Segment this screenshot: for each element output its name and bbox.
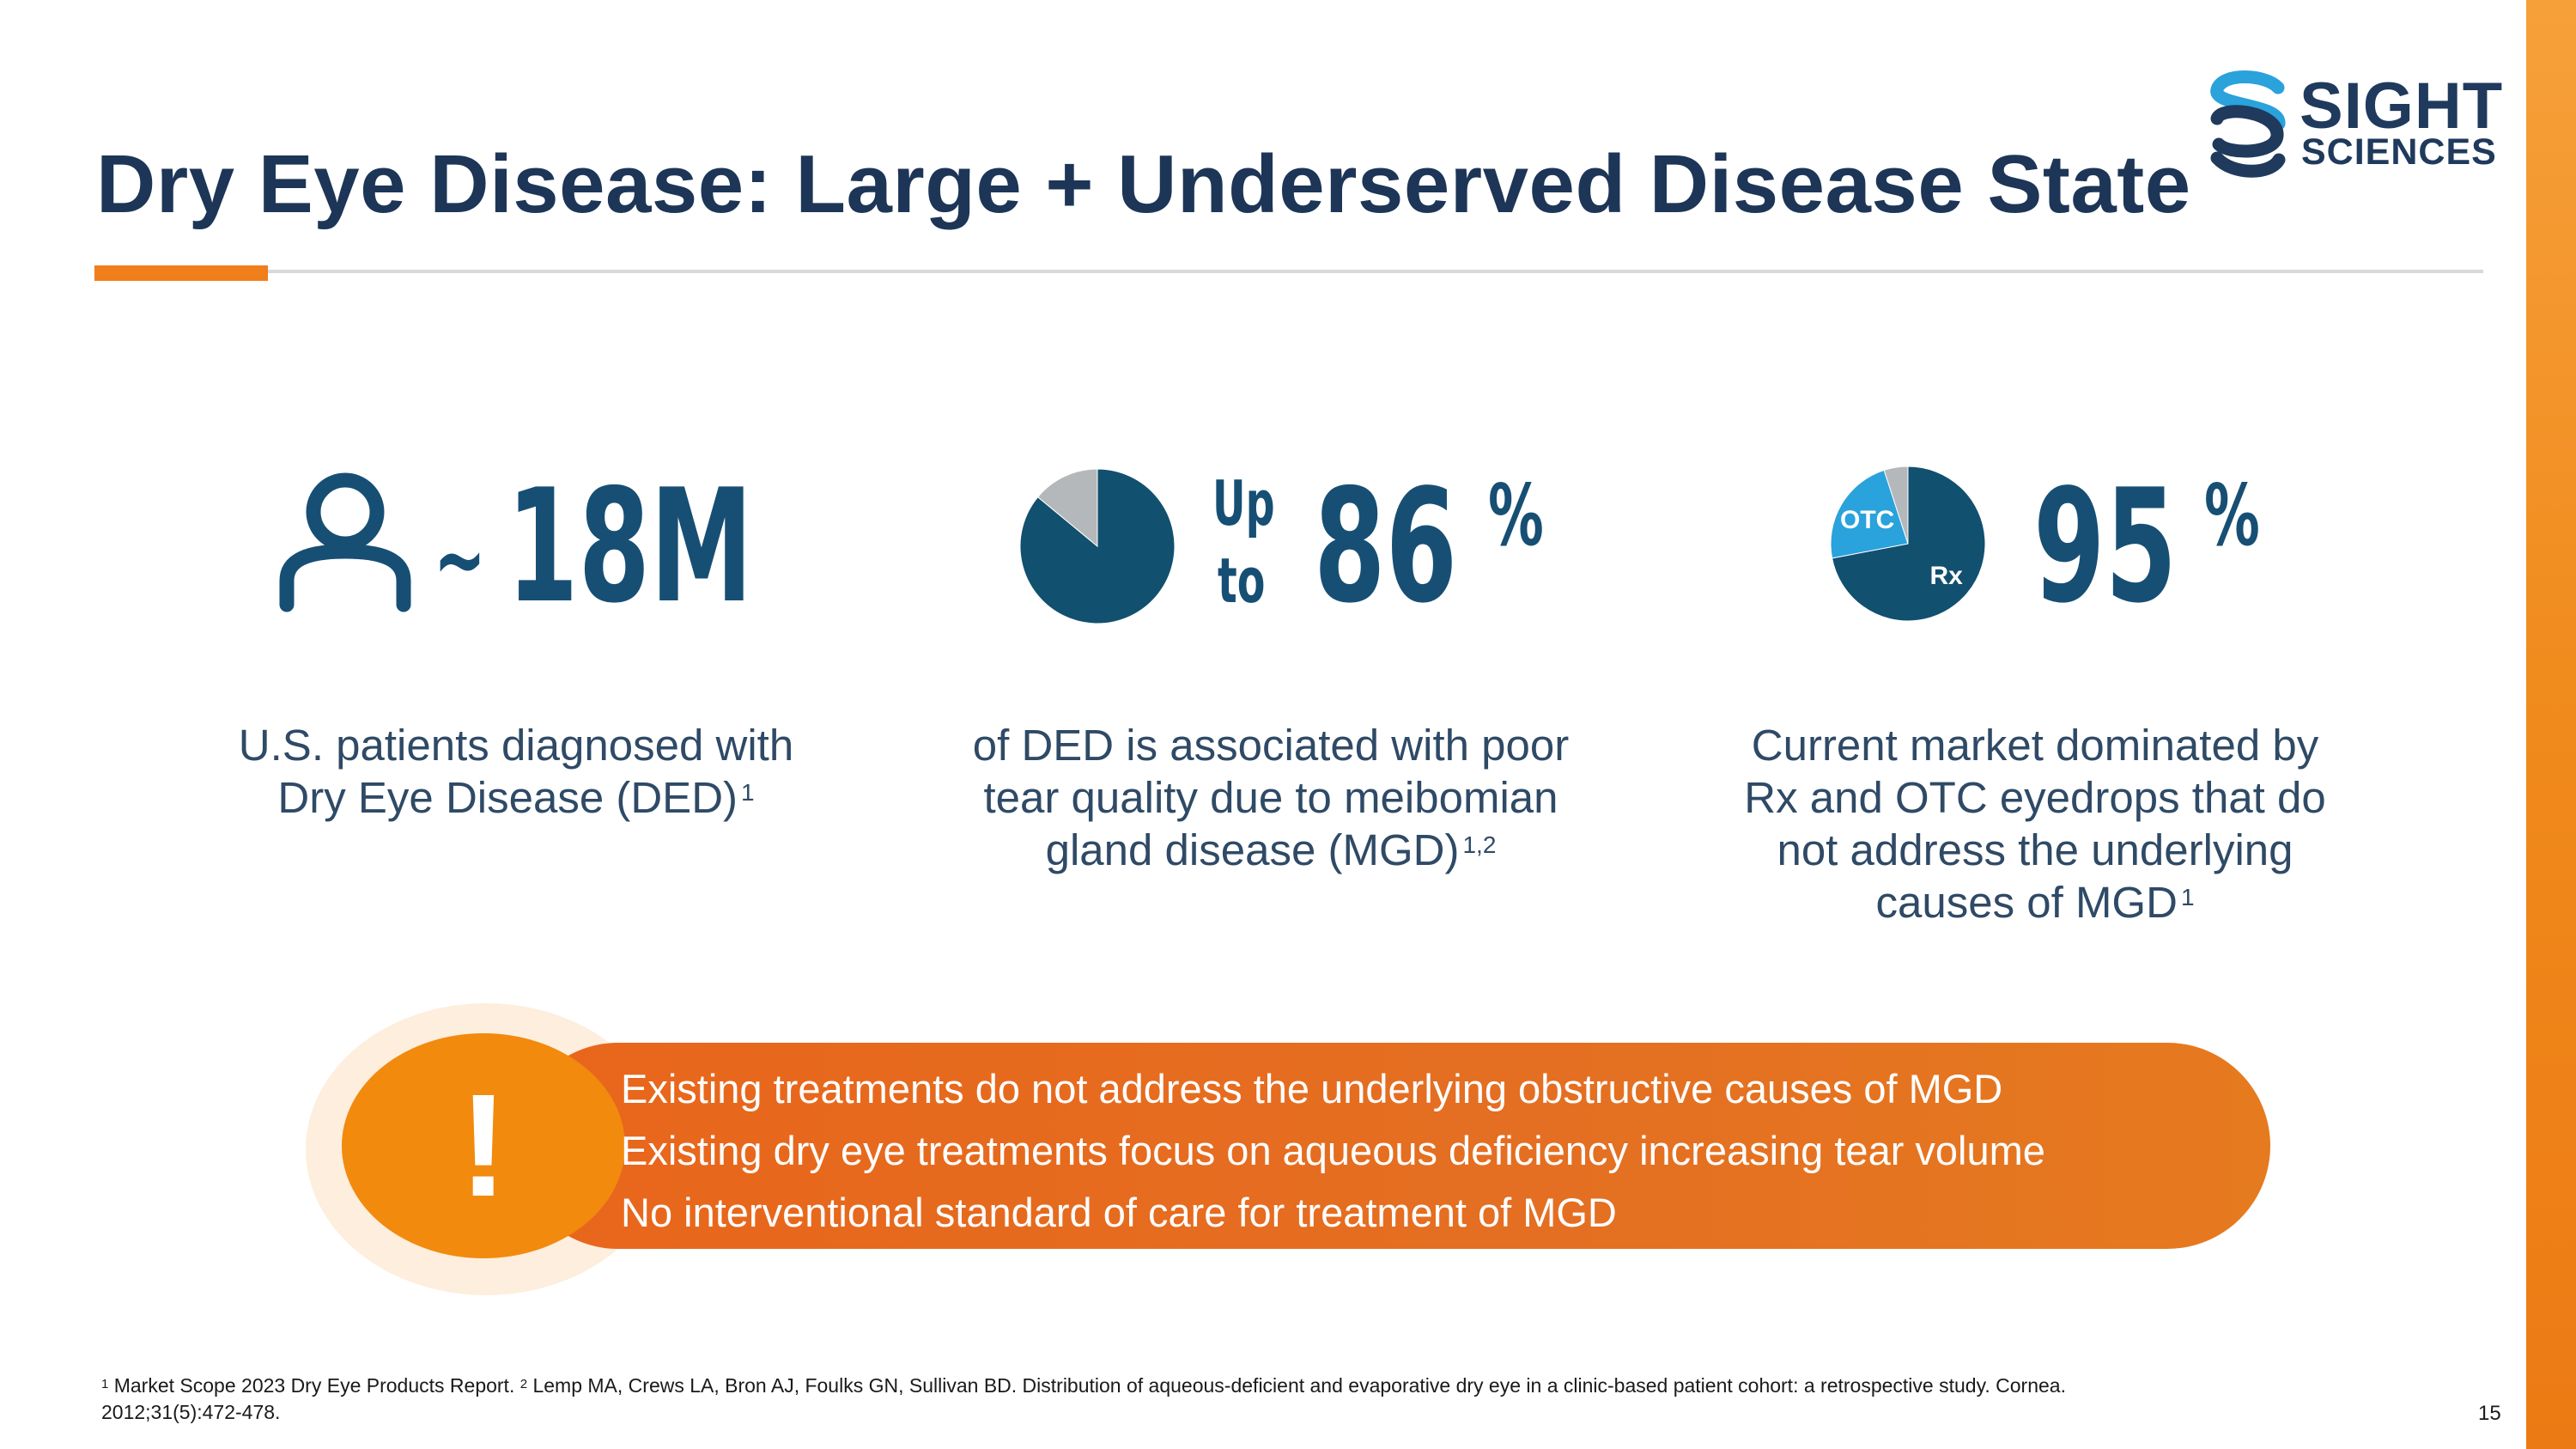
pie-label-rx: Rx — [1930, 562, 1964, 590]
footnote: 1 Market Scope 2023 Dry Eye Products Rep… — [101, 1373, 2179, 1426]
stat-18m-prefix: ~ — [434, 504, 486, 614]
title-accent-bar — [94, 265, 268, 281]
callout-banner — [515, 1043, 2270, 1249]
stat-95-desc-line4: causes of MGD — [1875, 878, 2178, 927]
stat-86-value: 86 — [1314, 455, 1458, 637]
stat-18m-desc-line1: U.S. patients diagnosed with — [238, 721, 794, 770]
callout-list: Existing treatments do not address the u… — [621, 1058, 2045, 1244]
stat-95-footnote-ref: 1 — [2180, 884, 2195, 910]
pie-slice-rx — [1832, 466, 1986, 622]
pie-slice-otc — [1830, 469, 1909, 559]
stat-18m-value: 18M — [507, 455, 753, 637]
stat-95-desc-line3: not address the underlying — [1777, 825, 2293, 874]
footnote-ref-1: 1 — [101, 1377, 109, 1391]
exclamation-icon: ! — [459, 1064, 508, 1227]
company-logo: SIGHT SCIENCES — [2198, 69, 2502, 180]
stat-18m-footnote-ref: 1 — [741, 779, 755, 806]
logo-text-sight: SIGHT — [2300, 70, 2504, 143]
stat-86-prefix-up: Up — [1212, 467, 1275, 539]
callout-line: Existing dry eye treatments focus on aqu… — [621, 1128, 2045, 1173]
stat-18m-desc-line2: Dry Eye Disease (DED) — [277, 773, 738, 822]
mgd-pie-chart — [1019, 468, 1176, 624]
stat-95-desc-line2: Rx and OTC eyedrops that do — [1744, 773, 2326, 822]
footnote-text-1: Market Scope 2023 Dry Eye Products Repor… — [108, 1374, 520, 1397]
slide-title: Dry Eye Disease: Large + Underserved Dis… — [96, 138, 2191, 230]
stat-95-unit: % — [2204, 467, 2260, 565]
callout-line: No interventional standard of care for t… — [621, 1190, 1617, 1235]
stat-86-prefix-to: to — [1218, 545, 1266, 617]
stat-86-description: of DED is associated with poor tear qual… — [919, 719, 1623, 876]
market-pie-chart: Rx OTC — [1830, 466, 1986, 622]
stat-95-value: 95 — [2033, 455, 2178, 637]
right-accent-stripe — [2526, 0, 2576, 1449]
stat-86-desc-line1: of DED is associated with poor — [972, 721, 1570, 770]
stat-86-footnote-ref: 1,2 — [1462, 831, 1497, 858]
stat-18m-description: U.S. patients diagnosed with Dry Eye Dis… — [164, 719, 868, 824]
alert-circle — [342, 1033, 625, 1258]
logo-mark-icon — [2210, 70, 2286, 178]
stat-95-desc-line1: Current market dominated by — [1751, 721, 2319, 770]
stat-86-unit: % — [1488, 467, 1544, 565]
footnote-ref-2: 2 — [519, 1377, 528, 1391]
person-icon — [279, 472, 411, 612]
stat-86-desc-line3: gland disease (MGD) — [1045, 825, 1460, 874]
stat-95-description: Current market dominated by Rx and OTC e… — [1683, 719, 2387, 928]
footnote-text-2: Lemp MA, Crews LA, Bron AJ, Foulks GN, S… — [101, 1374, 2066, 1423]
pie-slice-other — [1883, 466, 1909, 545]
pie-slice-other — [1036, 468, 1098, 548]
stat-86-desc-line2: tear quality due to meibomian — [983, 773, 1558, 822]
callout-line: Existing treatments do not address the u… — [621, 1066, 2003, 1111]
page-number: 15 — [2478, 1402, 2501, 1425]
pie-label-otc: OTC — [1840, 506, 1894, 534]
logo-text-sciences: SCIENCES — [2301, 131, 2497, 173]
title-divider — [96, 270, 2483, 273]
